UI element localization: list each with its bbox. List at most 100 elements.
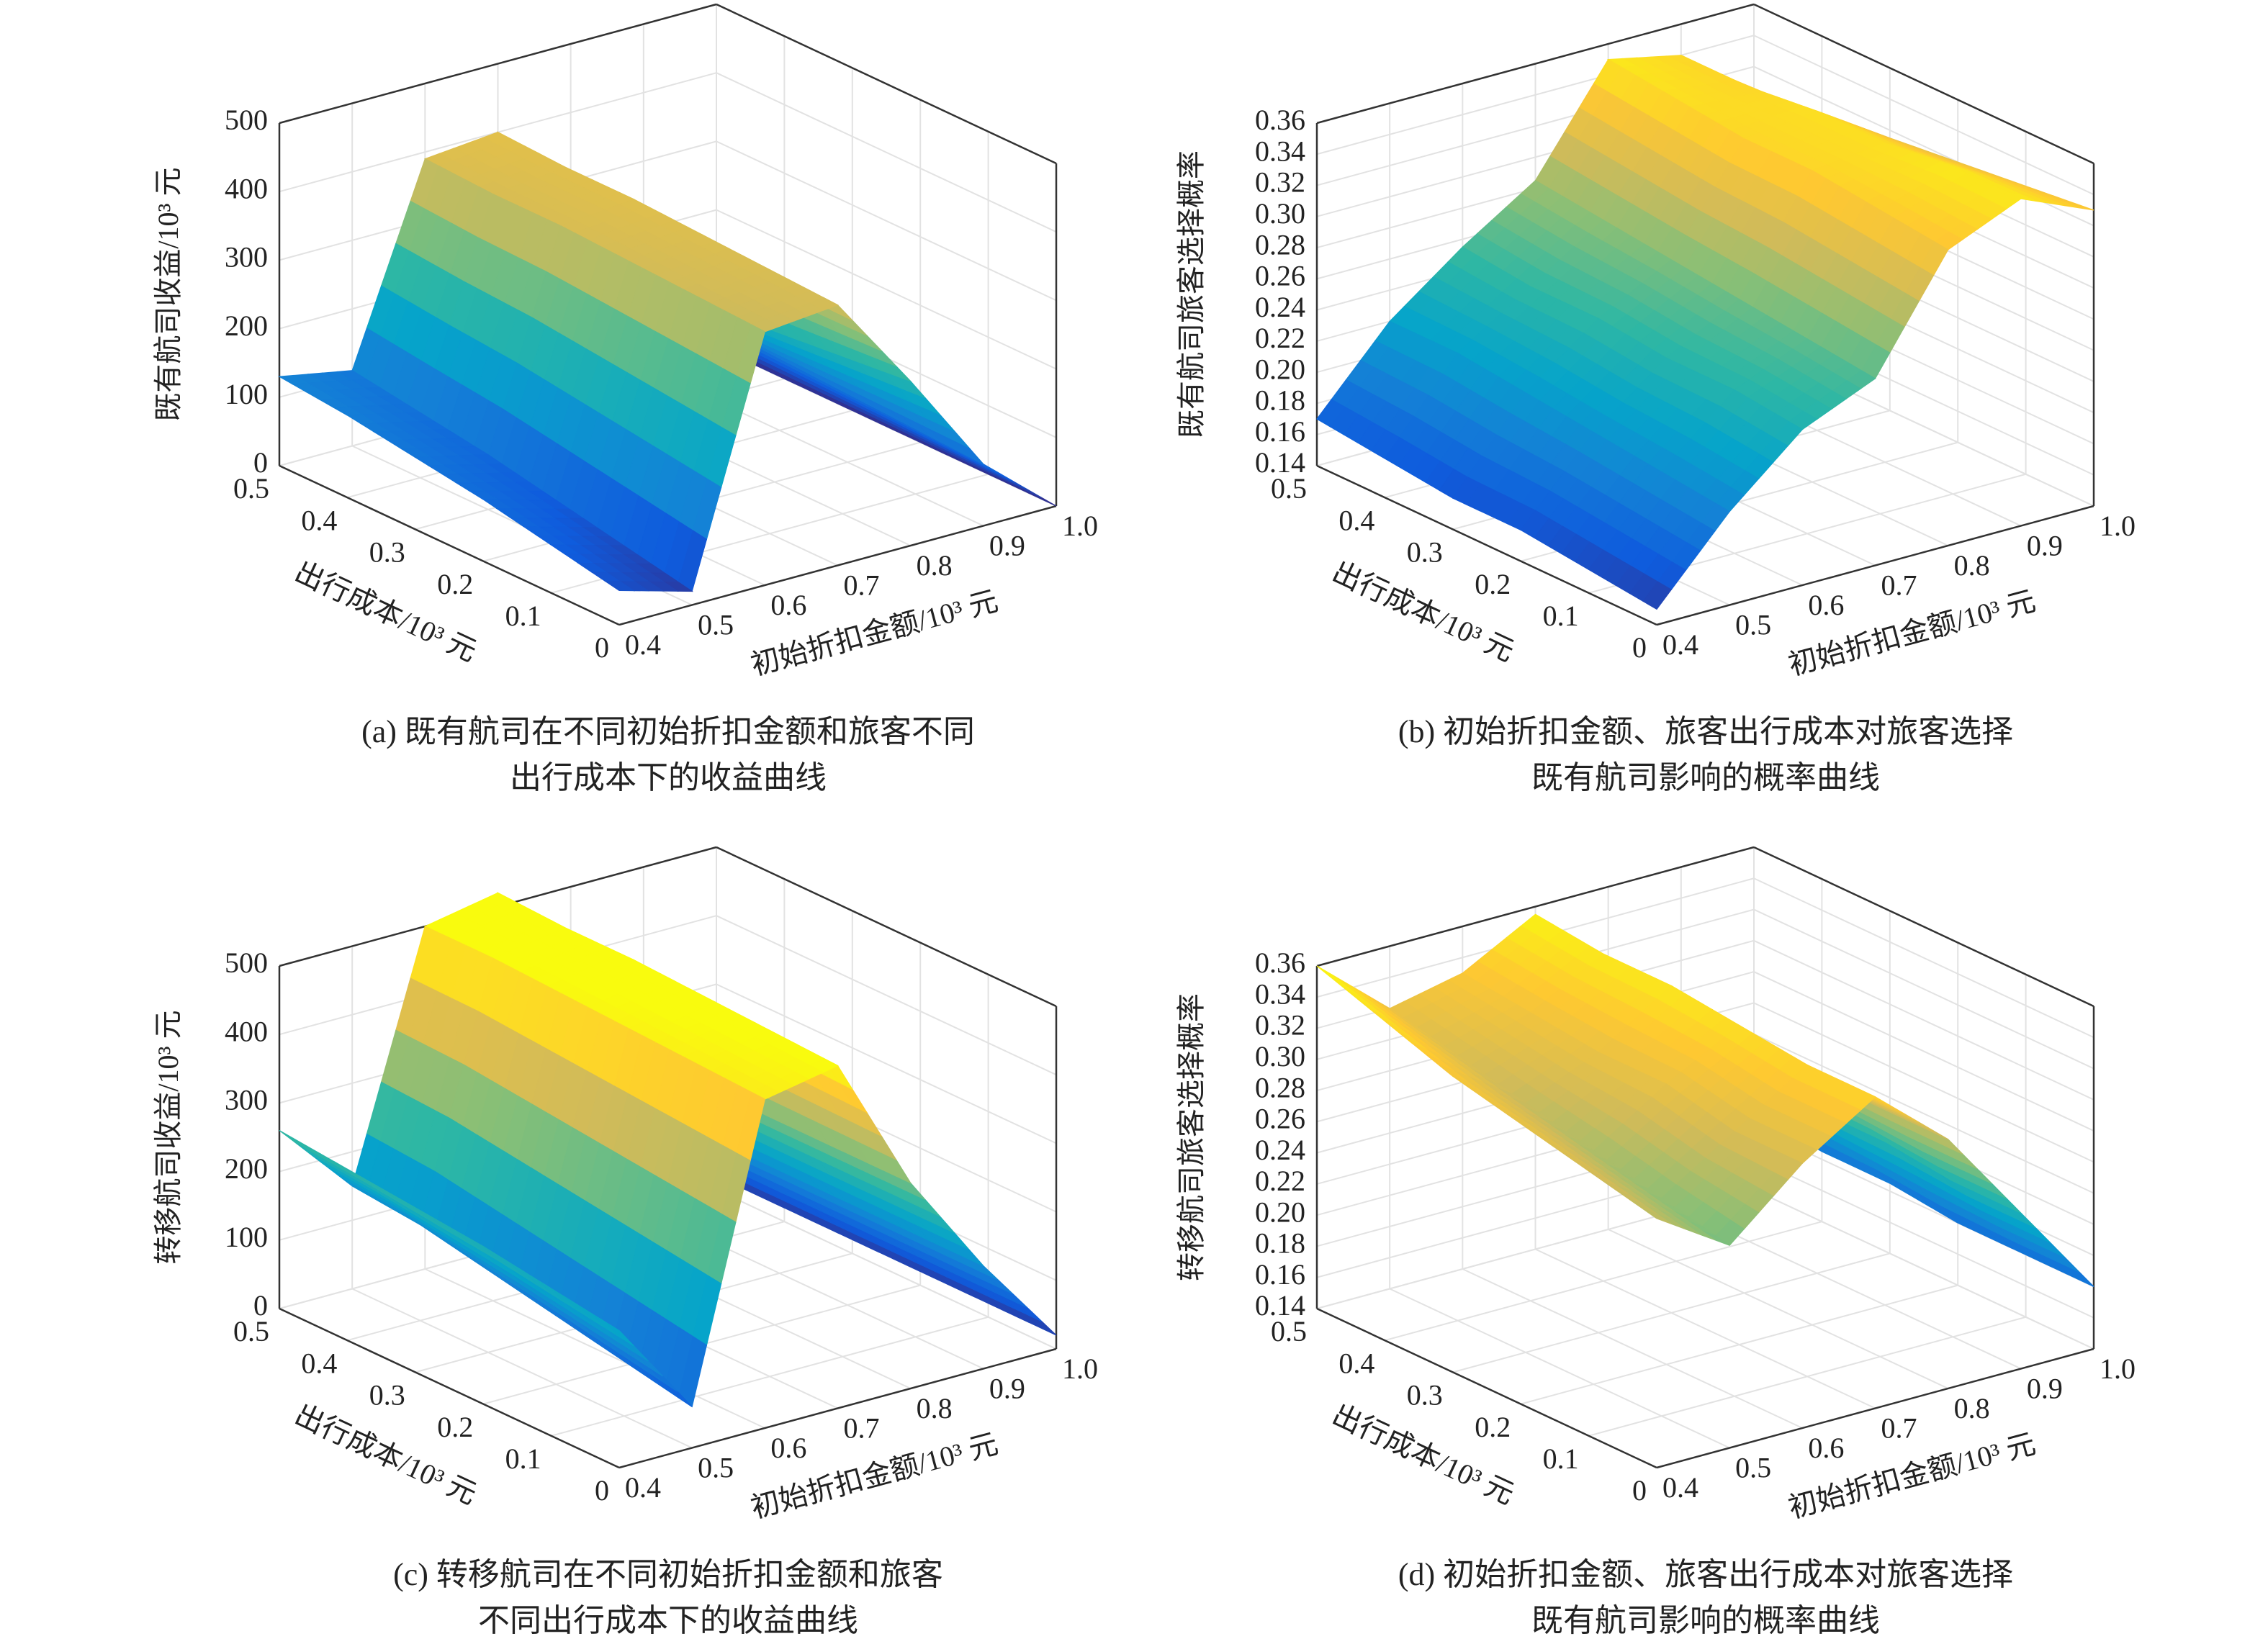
axis-frame — [1753, 846, 2094, 1008]
x-tick-label: 1.0 — [2100, 510, 2136, 542]
caption: (d) 初始折扣金额、旅客出行成本对旅客选择 — [1398, 1557, 2013, 1592]
x-tick-label: 0.8 — [1954, 1392, 1990, 1424]
grid-line — [1753, 1002, 2094, 1163]
grid-line — [716, 1189, 1057, 1350]
y-tick-label: 0.2 — [1475, 568, 1511, 600]
x-tick-label: 0.4 — [625, 1471, 661, 1504]
z-tick-label: 0.32 — [1255, 166, 1305, 199]
grid-line — [1520, 1284, 1958, 1405]
grid-line — [716, 209, 1057, 370]
grid-line — [1753, 1189, 2094, 1350]
y-tick-label: 0 — [1632, 1474, 1647, 1507]
y-tick-label: 0.3 — [1407, 536, 1443, 569]
axis-frame — [1316, 464, 1657, 626]
z-tick-label: 200 — [225, 1152, 268, 1185]
z-tick-label: 500 — [225, 947, 268, 979]
panel: 0.140.160.180.200.220.240.260.280.300.32… — [1175, 846, 2136, 1638]
x-tick-label: 0.7 — [844, 1412, 880, 1445]
x-tick-label: 0.7 — [1881, 569, 1917, 602]
x-tick-label: 0.6 — [770, 1432, 806, 1464]
z-tick-label: 0.24 — [1255, 1134, 1305, 1166]
z-tick-label: 0.30 — [1255, 197, 1305, 230]
x-tick-label: 0.9 — [2027, 530, 2063, 562]
y-tick-label: 0.2 — [437, 568, 473, 600]
grid-line — [1385, 1221, 1822, 1342]
axis-frame — [618, 505, 1057, 626]
x-tick-label: 0.6 — [770, 589, 806, 621]
y-tick-label: 0.3 — [1407, 1379, 1443, 1412]
grid-line — [424, 1268, 765, 1429]
y-tick-label: 0 — [595, 631, 609, 664]
panel: 0 100 200 300 400 500 0.4 0.5 0.6 0.7 0.8 0.9 1.0 0.5… — [152, 3, 1098, 795]
axis-frame — [279, 464, 620, 626]
z-axis-label: 转移航司收益/10³ 元 — [152, 1010, 184, 1264]
z-tick-label: 200 — [225, 310, 268, 342]
grid-line — [1588, 1316, 2026, 1437]
z-tick-label: 100 — [225, 1221, 268, 1253]
z-tick-label: 0.20 — [1255, 1196, 1305, 1228]
y-tick-label: 0 — [595, 1474, 609, 1507]
x-tick-label: 0.4 — [1662, 1471, 1698, 1504]
y-tick-label: 0.4 — [1338, 1347, 1374, 1379]
surface-patch — [1027, 1314, 1057, 1336]
axis-frame — [1656, 505, 2094, 626]
grid-line — [1753, 939, 2094, 1101]
z-tick-label: 0.18 — [1255, 384, 1305, 417]
z-tick-label: 0.32 — [1255, 1009, 1305, 1042]
y-tick-label: 0.1 — [1543, 1442, 1579, 1475]
surface-patch — [605, 1322, 634, 1347]
x-tick-label: 0.4 — [1662, 628, 1698, 661]
z-axis-label: 转移航司旅客选择概率 — [1175, 993, 1207, 1281]
z-tick-label: 0.28 — [1255, 228, 1305, 261]
x-tick-label: 1.0 — [2100, 1352, 2136, 1385]
z-tick-label: 100 — [225, 378, 268, 410]
grid-line — [716, 140, 1057, 302]
x-tick-label: 0.5 — [698, 609, 734, 641]
x-tick-label: 0.9 — [989, 1373, 1025, 1405]
surface-patch — [1642, 581, 1673, 610]
axis-frame — [279, 1307, 620, 1469]
caption: (a) 既有航司在不同初始折扣金额和旅客不同 — [361, 714, 975, 749]
z-tick-label: 0.28 — [1255, 1071, 1305, 1103]
surface-patch — [1642, 1209, 1672, 1224]
grid-line — [1753, 1033, 2094, 1194]
grid-line — [1753, 35, 2094, 196]
x-tick-label: 1.0 — [1062, 510, 1098, 542]
x-tick-label: 0.8 — [917, 1392, 953, 1424]
caption: 不同出行成本下的收益曲线 — [478, 1603, 858, 1638]
z-axis-label: 既有航司旅客选择概率 — [1175, 150, 1207, 438]
z-tick-label: 0.14 — [1255, 446, 1305, 479]
grid-line — [551, 1316, 989, 1437]
x-tick-label: 0.8 — [917, 549, 953, 582]
grid-line — [1535, 1248, 1876, 1409]
grid-line — [716, 915, 1057, 1076]
y-tick-label: 0.3 — [369, 536, 405, 569]
z-tick-label: 0.36 — [1255, 104, 1305, 136]
x-tick-label: 0.5 — [698, 1452, 734, 1484]
x-tick-label: 0.7 — [844, 569, 880, 602]
z-tick-label: 0.26 — [1255, 260, 1305, 292]
y-tick-label: 0.4 — [301, 1347, 337, 1379]
z-tick-label: 0.16 — [1255, 1258, 1305, 1291]
z-tick-label: 300 — [225, 241, 268, 274]
y-tick-label: 0.3 — [369, 1379, 405, 1412]
z-tick-label: 500 — [225, 104, 268, 136]
axis-frame — [1753, 3, 2094, 165]
caption: 出行成本下的收益曲线 — [510, 760, 827, 795]
z-tick-label: 0 — [253, 1289, 268, 1322]
y-tick-label: 0.5 — [1271, 1315, 1307, 1347]
axis-frame — [716, 846, 1057, 1008]
x-tick-label: 0.8 — [1954, 549, 1990, 582]
x-tick-label: 0.5 — [1735, 1452, 1771, 1484]
y-tick-label: 0.4 — [1338, 504, 1374, 536]
y-tick-label: 0.5 — [233, 1315, 269, 1347]
grid-line — [1753, 1157, 2094, 1319]
z-tick-label: 0.20 — [1255, 353, 1305, 385]
x-tick-label: 0.4 — [625, 628, 661, 661]
z-tick-label: 0.34 — [1255, 135, 1305, 167]
caption: 既有航司影响的概率曲线 — [1531, 1603, 1880, 1638]
grid-line — [716, 72, 1057, 233]
z-tick-label: 0.22 — [1255, 1165, 1305, 1197]
surface-patch — [1316, 965, 1346, 986]
